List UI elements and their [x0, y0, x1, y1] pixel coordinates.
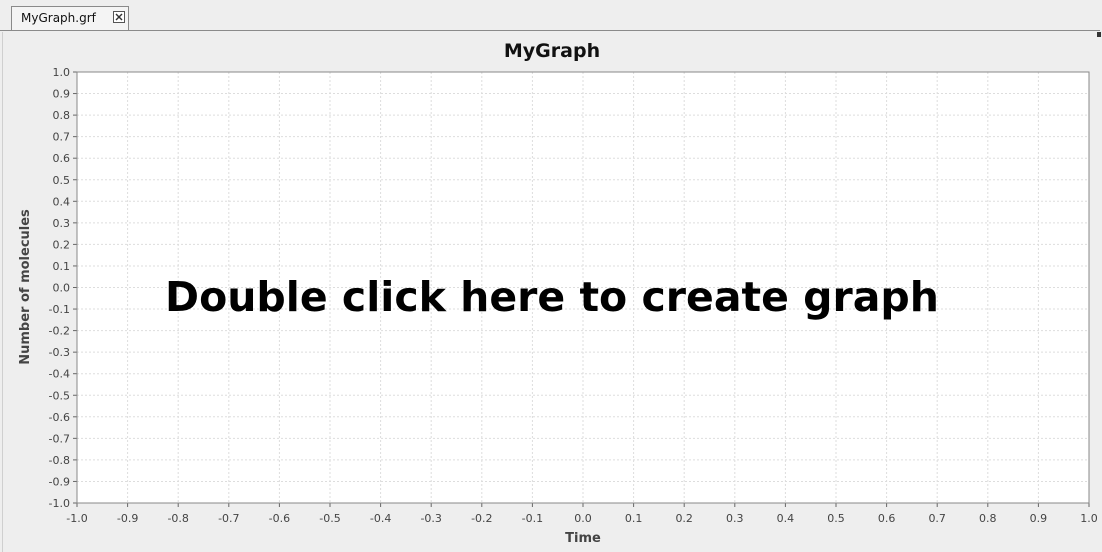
- y-tick-label: 0.4: [53, 195, 71, 208]
- x-tick-label: 0.4: [777, 512, 795, 525]
- tab-divider: [0, 30, 1100, 31]
- y-tick-label: 0.7: [53, 131, 71, 144]
- y-tick-label: 0.8: [53, 109, 71, 122]
- resize-handle[interactable]: [1097, 32, 1101, 37]
- y-tick-label: 0.0: [53, 282, 71, 295]
- x-tick-label: -0.9: [117, 512, 138, 525]
- y-tick-label: -0.9: [49, 475, 70, 488]
- x-tick-label: 0.5: [827, 512, 845, 525]
- y-tick-label: 0.1: [53, 260, 71, 273]
- y-tick-label: -0.2: [49, 325, 70, 338]
- x-tick-label: 0.7: [928, 512, 946, 525]
- x-tick-label: -0.6: [269, 512, 290, 525]
- x-tick-label: -0.1: [522, 512, 543, 525]
- x-axis-ticks: -1.0 -0.9 -0.8 -0.7 -0.6 -0.5 -0.4 -0.3 -0.2 -0.1…: [66, 503, 1098, 525]
- y-tick-label: -0.6: [49, 411, 70, 424]
- y-tick-label: -0.1: [49, 303, 70, 316]
- x-tick-label: -0.4: [370, 512, 391, 525]
- y-tick-label: -0.8: [49, 454, 70, 467]
- x-tick-label: 0.8: [979, 512, 997, 525]
- y-tick-label: -0.3: [49, 346, 70, 359]
- x-tick-label: 0.6: [878, 512, 896, 525]
- y-tick-label: -0.7: [49, 432, 70, 445]
- file-tab-label: MyGraph.grf: [21, 11, 96, 25]
- y-tick-label: -0.5: [49, 389, 70, 402]
- y-axis-ticks: -1.0 -0.9 -0.8 -0.7 -0.6 -0.5 -0.4 -0.3 -0.2 -0.1…: [49, 66, 77, 510]
- y-tick-label: 0.2: [53, 238, 71, 251]
- x-tick-label: 0.9: [1030, 512, 1048, 525]
- plot-frame: [76, 71, 1090, 504]
- chart-title: MyGraph: [504, 40, 600, 62]
- x-tick-label: 0.3: [726, 512, 744, 525]
- y-tick-label: 1.0: [53, 66, 71, 79]
- y-tick-label: -0.4: [49, 368, 70, 381]
- create-graph-prompt[interactable]: Double click here to create graph: [165, 273, 939, 321]
- x-tick-label: -1.0: [66, 512, 87, 525]
- x-axis-label: Time: [565, 531, 601, 546]
- x-tick-label: -0.2: [471, 512, 492, 525]
- close-icon[interactable]: [113, 11, 125, 23]
- x-tick-label: 0.0: [574, 512, 592, 525]
- y-tick-label: 0.5: [53, 174, 71, 187]
- x-tick-label: -0.5: [319, 512, 340, 525]
- grid-lines: [77, 72, 1089, 503]
- y-tick-label: -1.0: [49, 497, 70, 510]
- x-tick-label: -0.8: [167, 512, 188, 525]
- y-tick-label: 0.9: [53, 88, 71, 101]
- x-tick-label: 0.2: [675, 512, 693, 525]
- y-tick-label: 0.6: [53, 152, 71, 165]
- y-tick-label: 0.3: [53, 217, 71, 230]
- x-tick-label: -0.7: [218, 512, 239, 525]
- y-axis-label: Number of molecules: [18, 209, 33, 365]
- tab-bar: MyGraph.grf: [0, 0, 1102, 30]
- x-tick-label: 0.1: [625, 512, 643, 525]
- x-tick-label: 1.0: [1080, 512, 1098, 525]
- file-tab[interactable]: MyGraph.grf: [11, 6, 129, 30]
- x-tick-label: -0.3: [420, 512, 441, 525]
